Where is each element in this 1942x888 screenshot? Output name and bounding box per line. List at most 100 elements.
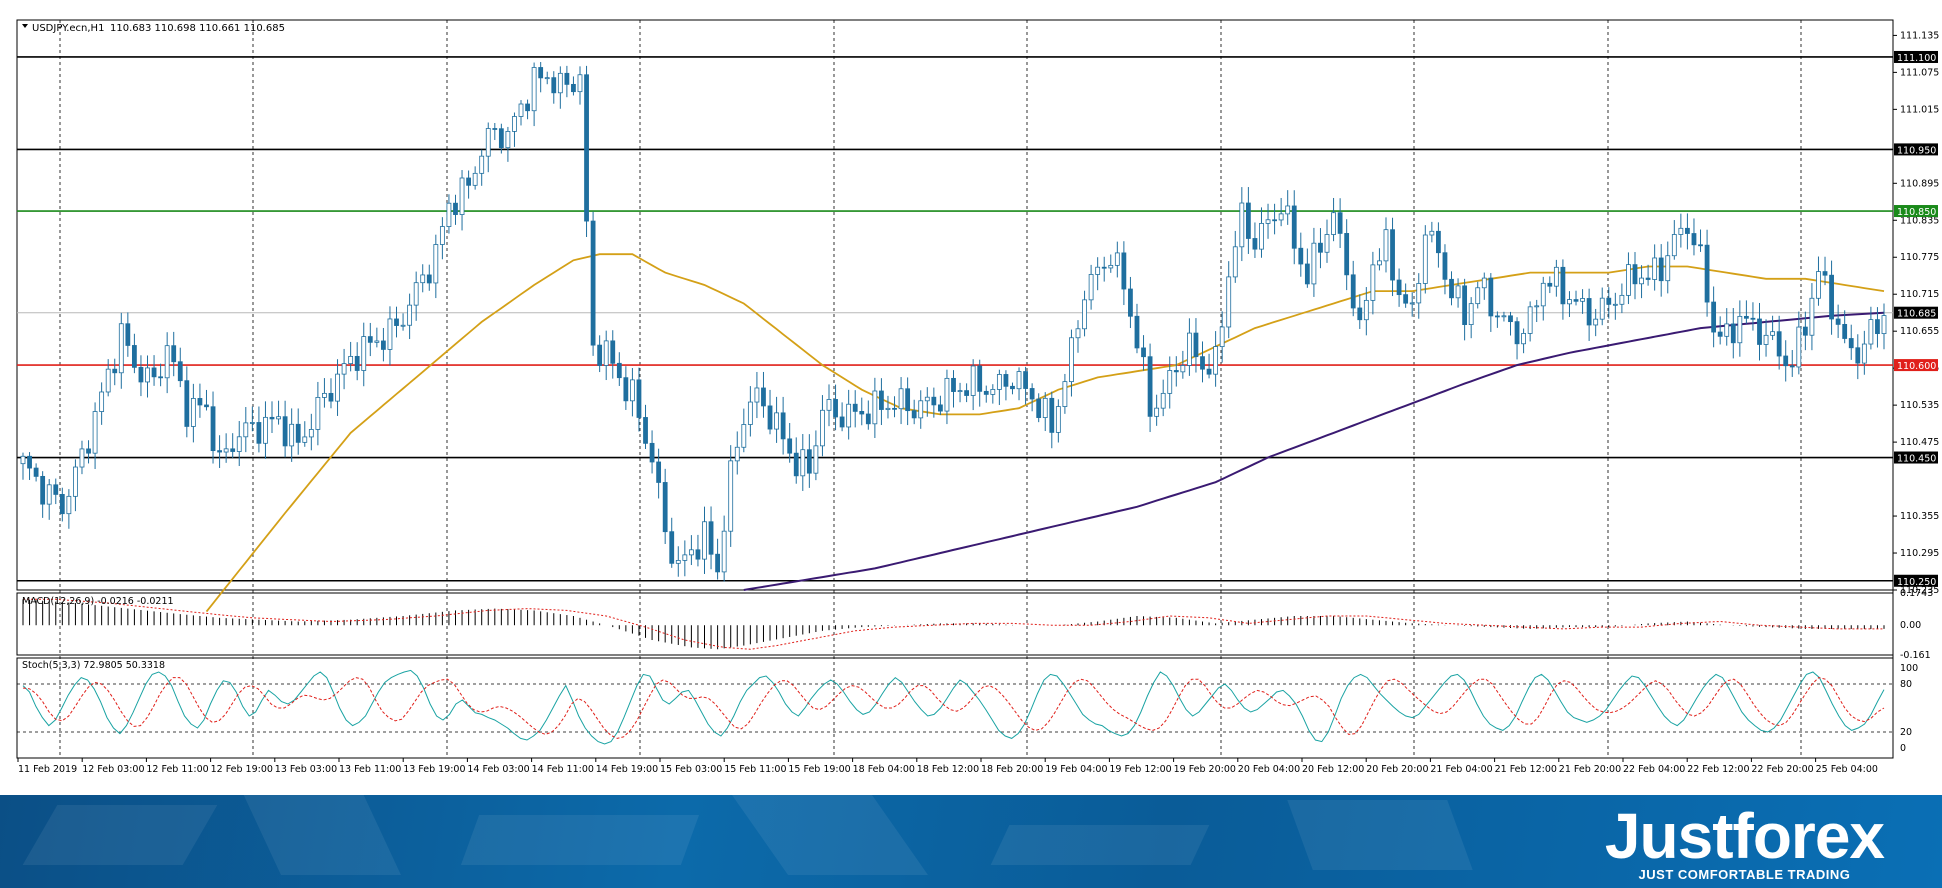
- candle-body: [177, 361, 183, 382]
- candle-body: [590, 220, 596, 346]
- stoch-y-label: 20: [1900, 727, 1912, 738]
- candle-body: [1252, 238, 1258, 250]
- candle-body: [1835, 318, 1841, 325]
- stoch-title: Stoch(5,3,3) 72.9805 50.3318: [22, 660, 165, 671]
- candle-body: [151, 367, 157, 378]
- candle-body: [675, 560, 681, 564]
- y-tick-label: 110.655: [1900, 326, 1939, 337]
- candle-body: [1370, 264, 1376, 301]
- candle-body: [957, 390, 963, 393]
- candle-body: [1671, 234, 1677, 257]
- candle-body: [190, 398, 196, 427]
- candle-body: [1245, 202, 1251, 239]
- candle-body: [846, 403, 852, 428]
- candle-body: [1167, 370, 1173, 394]
- current-price-tag: [1894, 306, 1938, 319]
- candle-body: [164, 345, 170, 379]
- candle-body: [1816, 271, 1821, 299]
- candle-body: [983, 390, 989, 395]
- price-panel: 111.135 111.075 111.015 110.895 110.835 110.7…: [17, 30, 1939, 613]
- candle-body: [92, 411, 98, 454]
- ma-long-line: [743, 311, 1885, 591]
- candle-body: [276, 416, 281, 420]
- x-tick-label: 19 Feb 20:00: [1174, 764, 1236, 775]
- candle-body: [623, 377, 629, 402]
- candle-body: [1691, 233, 1697, 246]
- candle-body: [1383, 229, 1389, 262]
- candle-body: [138, 366, 144, 383]
- candle-body: [806, 449, 812, 474]
- level-tag: [1894, 451, 1938, 464]
- candle-body: [453, 202, 458, 215]
- candle-body: [1344, 233, 1350, 276]
- candle-body: [1403, 294, 1409, 304]
- candle-body: [426, 274, 432, 284]
- candle-body: [741, 424, 747, 448]
- candle-body: [1770, 331, 1776, 336]
- candle-body: [538, 67, 544, 79]
- candle-body: [597, 344, 603, 366]
- candle-body: [1875, 319, 1880, 335]
- macd-panel: 0.1743 0.00 -0.161: [22, 588, 1933, 661]
- x-tick-label: 21 Feb 20:00: [1559, 764, 1621, 775]
- candle-body: [125, 323, 131, 346]
- candle-body: [1357, 307, 1363, 321]
- y-tick-label: 111.075: [1900, 67, 1939, 78]
- candle-body: [230, 448, 236, 452]
- candle-body: [1822, 271, 1828, 276]
- candle-body: [964, 390, 970, 396]
- candle-body: [492, 128, 498, 130]
- candle-body: [1278, 213, 1284, 221]
- candle-body: [381, 340, 386, 350]
- candle-body: [518, 103, 524, 117]
- candle-body: [1861, 343, 1867, 364]
- candle-body: [1219, 326, 1225, 348]
- candle-body: [1619, 294, 1625, 305]
- candle-body: [367, 336, 373, 343]
- candle-body: [1481, 277, 1487, 289]
- candle-body: [1678, 227, 1684, 235]
- candle-body: [911, 410, 917, 419]
- stoch-d-line: [22, 677, 1885, 739]
- candle-body: [1848, 338, 1854, 349]
- candle-body: [1652, 257, 1658, 280]
- stoch-y-label: 100: [1900, 663, 1918, 674]
- level-label: 110.600: [1897, 361, 1936, 372]
- candle-body: [1606, 297, 1612, 305]
- candle-body: [1508, 315, 1513, 323]
- current-price-label: 110.685: [1897, 309, 1936, 320]
- candle-body: [308, 429, 314, 438]
- candle-body: [1796, 326, 1802, 368]
- candle-body: [754, 387, 760, 403]
- candle-body: [1023, 371, 1028, 389]
- candle-body: [1193, 332, 1199, 358]
- candle-body: [1881, 315, 1887, 335]
- candle-body: [249, 422, 255, 424]
- candle-body: [1180, 365, 1186, 373]
- candle-body: [839, 416, 845, 428]
- collapse-arrow-icon[interactable]: [22, 24, 28, 28]
- candle-body: [813, 445, 819, 474]
- candle-body: [184, 380, 190, 427]
- candle-body: [1658, 257, 1664, 282]
- candle-body: [263, 416, 268, 444]
- macd-y-label: 0.00: [1900, 620, 1921, 631]
- candle-body: [1639, 277, 1644, 285]
- candle-body: [1436, 230, 1441, 254]
- x-tick-label: 19 Feb 12:00: [1109, 764, 1171, 775]
- candle-body: [708, 521, 714, 555]
- candle-body: [1095, 266, 1101, 275]
- candle-body: [721, 530, 727, 573]
- candle-body: [1141, 347, 1146, 358]
- candle-body: [1239, 202, 1245, 248]
- candle-body: [1200, 356, 1205, 370]
- x-tick-label: 15 Feb 11:00: [724, 764, 786, 775]
- candle-body: [577, 74, 583, 93]
- x-tick-label: 15 Feb 03:00: [660, 764, 722, 775]
- x-tick-label: 21 Feb 04:00: [1430, 764, 1492, 775]
- candle-body: [1062, 381, 1068, 407]
- x-tick-label: 20 Feb 04:00: [1238, 764, 1300, 775]
- candle-body: [1331, 212, 1336, 235]
- candle-body: [1134, 315, 1140, 349]
- macd-signal-line: [23, 598, 1884, 650]
